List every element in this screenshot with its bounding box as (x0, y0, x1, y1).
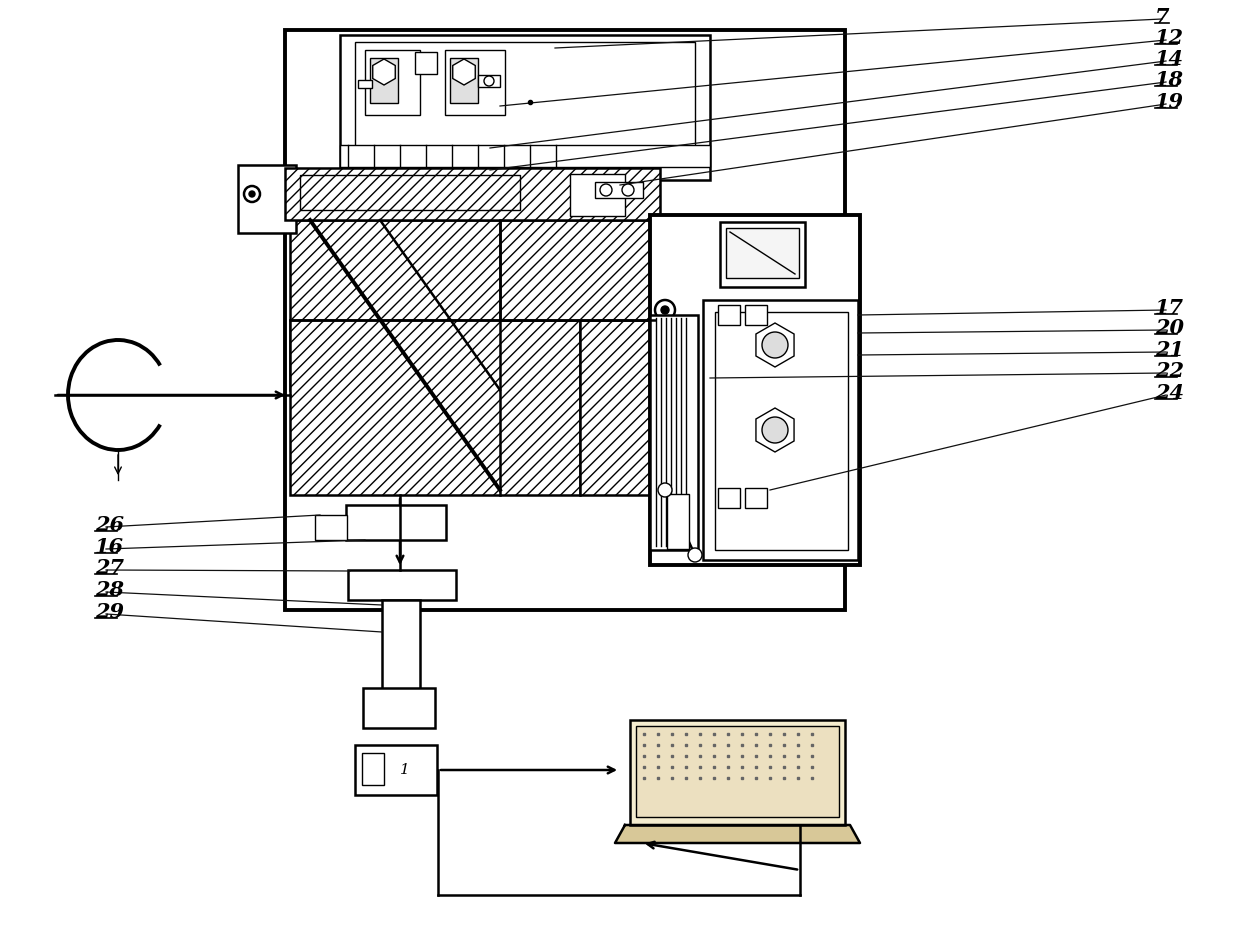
Bar (630, 720, 844, 825)
Text: 24: 24 (1154, 383, 1184, 403)
Polygon shape (453, 59, 475, 85)
Text: 7: 7 (1154, 7, 1169, 27)
Bar (720, 222, 805, 287)
Text: 17: 17 (1154, 298, 1184, 318)
Bar (300, 175, 520, 210)
Bar (315, 515, 347, 540)
Bar (667, 494, 689, 549)
Text: 27: 27 (95, 558, 124, 578)
Bar (340, 145, 711, 167)
Bar (450, 58, 477, 103)
Circle shape (658, 483, 672, 497)
Circle shape (763, 417, 787, 443)
Bar (703, 300, 858, 560)
Bar (500, 220, 655, 320)
Bar (363, 688, 435, 728)
Circle shape (763, 332, 787, 358)
Circle shape (655, 300, 675, 320)
Circle shape (622, 184, 634, 196)
Bar (238, 165, 296, 233)
Text: 21: 21 (1154, 340, 1184, 360)
Text: 16: 16 (95, 537, 124, 557)
Polygon shape (756, 408, 794, 452)
Bar (745, 305, 768, 325)
Polygon shape (373, 59, 396, 85)
Text: 19: 19 (1154, 92, 1184, 112)
Polygon shape (756, 323, 794, 367)
Bar (290, 320, 580, 495)
Bar (715, 312, 848, 550)
Text: 12: 12 (1154, 28, 1184, 48)
Bar (355, 745, 436, 795)
Bar (580, 320, 655, 495)
Bar (290, 220, 580, 390)
Bar (348, 570, 456, 600)
Bar (285, 30, 844, 610)
Bar (370, 58, 398, 103)
Circle shape (244, 186, 260, 202)
Bar (382, 600, 420, 690)
Bar (285, 168, 660, 220)
Text: 22: 22 (1154, 361, 1184, 381)
Text: 14: 14 (1154, 49, 1184, 69)
Bar (636, 726, 839, 817)
Bar (355, 42, 694, 147)
Circle shape (661, 306, 670, 314)
Bar (595, 182, 644, 198)
Polygon shape (615, 825, 861, 843)
Bar (346, 505, 446, 540)
Bar (570, 174, 625, 216)
Bar (445, 50, 505, 115)
Text: 29: 29 (95, 602, 124, 622)
Bar (718, 305, 740, 325)
Bar (745, 488, 768, 508)
Text: 18: 18 (1154, 70, 1184, 90)
Circle shape (484, 76, 494, 86)
Text: 28: 28 (95, 580, 124, 600)
Text: 26: 26 (95, 515, 124, 535)
Bar (358, 80, 372, 88)
Bar (477, 75, 500, 87)
Circle shape (688, 548, 702, 562)
Bar (415, 52, 436, 74)
Circle shape (249, 191, 255, 197)
Bar (365, 50, 420, 115)
Circle shape (600, 184, 613, 196)
Bar (650, 315, 698, 550)
Bar (725, 228, 799, 278)
Bar (650, 215, 861, 565)
Bar (340, 35, 711, 180)
Bar (362, 753, 384, 785)
Text: 1: 1 (401, 763, 410, 777)
Text: 20: 20 (1154, 318, 1184, 338)
Bar (718, 488, 740, 508)
